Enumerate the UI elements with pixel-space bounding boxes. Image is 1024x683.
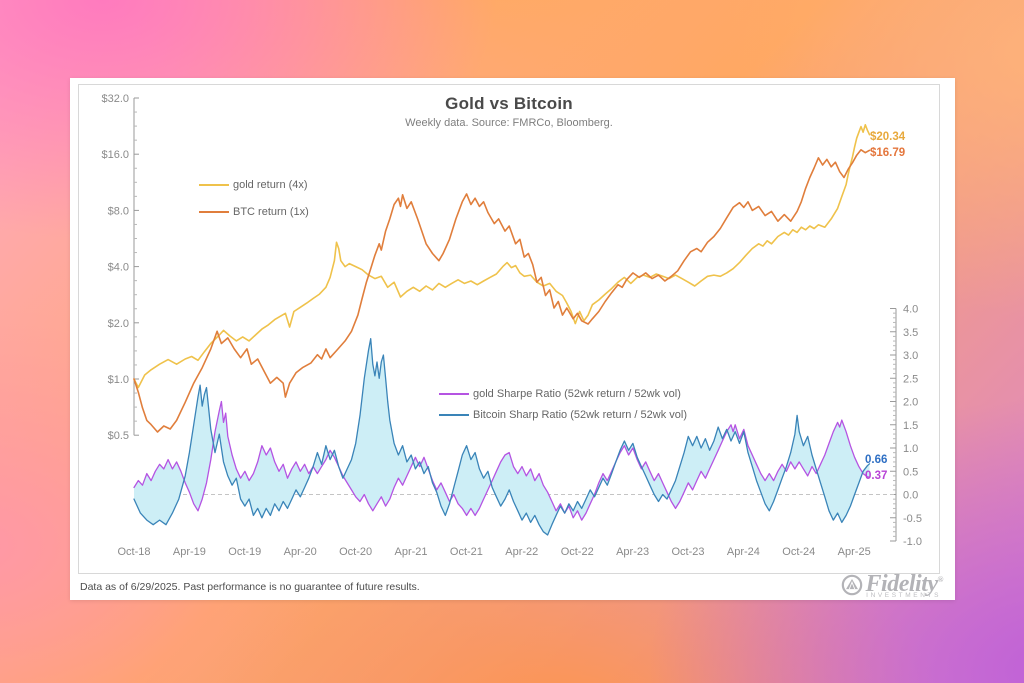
legend-item-btc-return: BTC return (1x)	[199, 204, 309, 220]
svg-text:Apr-24: Apr-24	[727, 546, 760, 558]
svg-text:1.0: 1.0	[903, 443, 918, 455]
svg-text:0.5: 0.5	[903, 466, 918, 478]
svg-text:Oct-19: Oct-19	[228, 546, 261, 558]
fidelity-wordmark: Fidelity®	[865, 571, 944, 597]
legend-item-bitcoin-sharpe: Bitcoin Sharp Ratio (52wk return / 52wk …	[439, 407, 687, 423]
svg-text:$4.0: $4.0	[108, 262, 129, 274]
btc-return-swatch	[199, 211, 229, 213]
gold-sharpe-end-value: 0.37	[865, 470, 888, 482]
bitcoin-sharpe-line	[133, 338, 871, 536]
gold-return-line	[133, 123, 871, 389]
x-axis-labels: Oct-18 Apr-19 Oct-19 Apr-20 Oct-20 Apr-21 Oct-…	[117, 546, 870, 558]
svg-text:Apr-22: Apr-22	[505, 546, 538, 558]
registered-mark: ®	[937, 575, 944, 584]
svg-text:$0.5: $0.5	[108, 430, 129, 442]
legend-label: Bitcoin Sharp Ratio (52wk return / 52wk …	[473, 409, 687, 421]
svg-text:4.0: 4.0	[903, 304, 918, 316]
fidelity-pyramid-icon	[841, 574, 862, 596]
btc-end-value: $16.79	[870, 147, 906, 159]
svg-text:3.0: 3.0	[903, 350, 918, 362]
legend-label: gold return (4x)	[233, 179, 308, 191]
sharpe-band-fill	[134, 338, 870, 535]
svg-text:2.0: 2.0	[903, 397, 918, 409]
legend-label: gold Sharpe Ratio (52wk return / 52wk vo…	[473, 388, 681, 400]
svg-text:Apr-19: Apr-19	[173, 546, 206, 558]
svg-text:Oct-18: Oct-18	[117, 546, 150, 558]
legend-sharpe: gold Sharpe Ratio (52wk return / 52wk vo…	[439, 386, 687, 428]
disclaimer-text: Data as of 6/29/2025. Past performance i…	[80, 581, 420, 593]
chart-subtitle: Weekly data. Source: FMRCo, Bloomberg.	[405, 117, 613, 129]
svg-text:3.5: 3.5	[903, 327, 918, 339]
svg-text:$16.0: $16.0	[101, 149, 129, 161]
svg-text:1.5: 1.5	[903, 420, 918, 432]
fidelity-logo: Fidelity® INVESTMENTS	[841, 569, 944, 599]
gold-return-swatch	[199, 184, 229, 186]
svg-text:$32.0: $32.0	[101, 93, 129, 105]
svg-text:$8.0: $8.0	[108, 205, 129, 217]
chart-canvas: $32.0 $16.0 $8.0 $4.0 $2.0 $1.0 $0.5 4.0 3.5 3.0 2…	[101, 93, 922, 558]
page-title: Gold vs Bitcoin	[445, 94, 573, 113]
svg-text:0.0: 0.0	[903, 490, 918, 502]
svg-text:Apr-25: Apr-25	[838, 546, 871, 558]
svg-text:Apr-23: Apr-23	[616, 546, 649, 558]
svg-text:$2.0: $2.0	[108, 318, 129, 330]
chart-frame: $32.0 $16.0 $8.0 $4.0 $2.0 $1.0 $0.5 4.0 3.5 3.0 2…	[78, 84, 940, 574]
chart-card: $32.0 $16.0 $8.0 $4.0 $2.0 $1.0 $0.5 4.0 3.5 3.0 2…	[70, 78, 955, 600]
sharpe-axis: 4.0 3.5 3.0 2.5 2.0 1.5 1.0 0.5 0.0 -0.5 -1.0	[890, 304, 922, 548]
gold-sharpe-swatch	[439, 393, 469, 395]
legend-returns: gold return (4x) BTC return (1x)	[199, 177, 309, 231]
gold-end-value: $20.34	[870, 131, 906, 143]
svg-text:Oct-22: Oct-22	[561, 546, 594, 558]
gold-sharpe-line	[133, 400, 871, 521]
legend-item-gold-sharpe: gold Sharpe Ratio (52wk return / 52wk vo…	[439, 386, 687, 402]
fidelity-investments-label: INVESTMENTS	[866, 592, 941, 599]
svg-text:Oct-24: Oct-24	[782, 546, 815, 558]
legend-item-gold-return: gold return (4x)	[199, 177, 309, 193]
bitcoin-sharpe-swatch	[439, 414, 469, 416]
svg-text:Oct-21: Oct-21	[450, 546, 483, 558]
svg-text:Apr-21: Apr-21	[394, 546, 427, 558]
svg-text:Apr-20: Apr-20	[284, 546, 317, 558]
svg-text:$1.0: $1.0	[108, 374, 129, 386]
svg-text:-0.5: -0.5	[903, 513, 922, 525]
svg-text:Oct-23: Oct-23	[671, 546, 704, 558]
svg-text:2.5: 2.5	[903, 373, 918, 385]
svg-text:Oct-20: Oct-20	[339, 546, 372, 558]
btc-return-line	[133, 149, 871, 433]
bitcoin-sharpe-end-value: 0.66	[865, 454, 888, 466]
svg-text:-1.0: -1.0	[903, 536, 922, 548]
price-axis: $32.0 $16.0 $8.0 $4.0 $2.0 $1.0 $0.5	[101, 93, 139, 442]
legend-label: BTC return (1x)	[233, 206, 309, 218]
